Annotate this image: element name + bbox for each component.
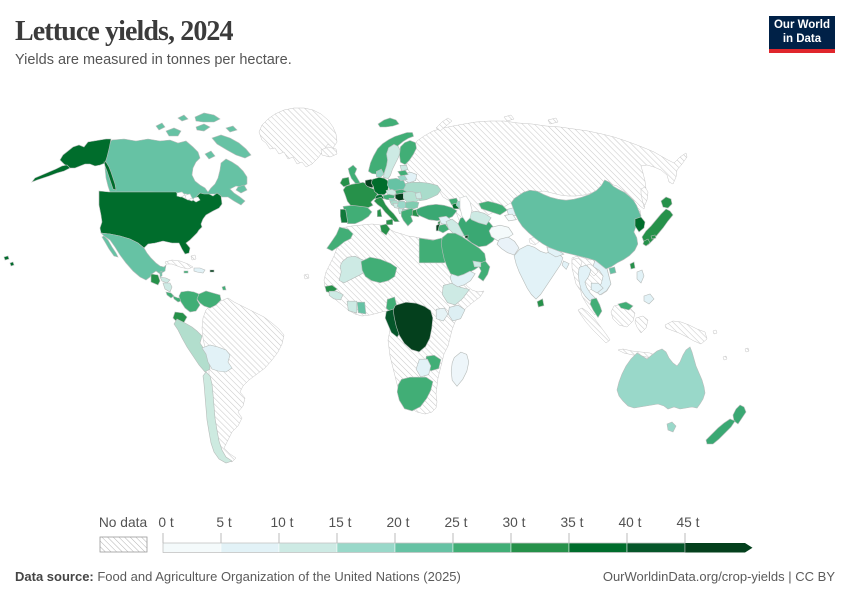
svg-text:No data: No data [99,515,148,530]
svg-text:45 t: 45 t [676,515,699,530]
svg-text:20 t: 20 t [386,515,409,530]
svg-text:40 t: 40 t [618,515,641,530]
svg-text:30 t: 30 t [502,515,525,530]
svg-text:10 t: 10 t [270,515,293,530]
svg-text:35 t: 35 t [560,515,583,530]
svg-text:25 t: 25 t [444,515,467,530]
svg-text:0 t: 0 t [158,515,174,530]
svg-text:15 t: 15 t [328,515,351,530]
svg-text:5 t: 5 t [216,515,232,530]
